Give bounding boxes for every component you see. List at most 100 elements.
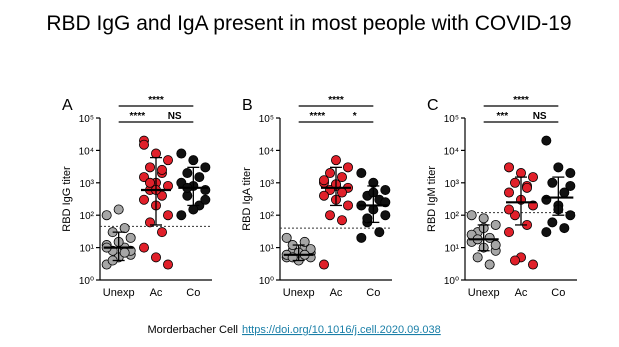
x-tick-label: Co [186, 287, 200, 299]
data-point [138, 172, 149, 183]
data-point [522, 182, 533, 193]
data-point [138, 194, 149, 205]
data-point [318, 190, 329, 201]
data-point [503, 187, 514, 198]
data-point [188, 155, 199, 166]
citation-link[interactable]: https://doi.org/10.1016/j.cell.2020.09.0… [242, 324, 441, 336]
panel-label: B [242, 97, 253, 114]
significance-label: *** [496, 111, 508, 122]
data-point [484, 259, 495, 270]
data-point [528, 259, 539, 270]
data-point [156, 190, 167, 201]
data-point [138, 139, 149, 150]
data-point [541, 135, 552, 146]
data-point [162, 155, 173, 166]
data-point [150, 148, 161, 159]
y-tick-label: 10³ [445, 179, 460, 190]
data-point [330, 155, 341, 166]
x-tick-label: Ac [150, 287, 163, 299]
data-point [176, 210, 187, 221]
data-point [565, 210, 576, 221]
data-point [299, 236, 310, 247]
data-point [318, 259, 329, 270]
y-tick-label: 10⁵ [259, 114, 274, 125]
data-point [362, 213, 373, 224]
data-point [144, 177, 155, 188]
data-point [565, 180, 576, 191]
data-point [162, 210, 173, 221]
data-point [336, 172, 347, 183]
data-point [478, 213, 489, 224]
significance-label: * [353, 111, 357, 122]
data-point [356, 168, 367, 179]
data-point [490, 219, 501, 230]
data-point [156, 227, 167, 238]
significance-label: NS [168, 111, 182, 122]
y-tick-label: 10² [80, 211, 95, 222]
significance-label: **** [328, 95, 344, 106]
panel-label: A [62, 97, 73, 114]
y-tick-label: 10⁰ [79, 276, 94, 287]
data-point [150, 252, 161, 263]
y-tick-label: 10⁰ [444, 276, 459, 287]
data-point [503, 227, 514, 238]
data-point [503, 204, 514, 215]
y-tick-label: 10⁵ [444, 114, 459, 125]
y-tick-label: 10³ [260, 179, 275, 190]
y-tick-label: 10¹ [445, 244, 460, 255]
data-point [541, 227, 552, 238]
data-point [324, 168, 335, 179]
data-point [466, 210, 477, 221]
data-point [324, 210, 335, 221]
data-point [125, 232, 136, 243]
data-point [156, 164, 167, 175]
data-point [516, 168, 527, 179]
slide-title: RBD IgG and IgA present in most people w… [46, 12, 571, 35]
data-point [281, 232, 292, 243]
data-point [162, 259, 173, 270]
data-point [144, 162, 155, 173]
significance-label: **** [148, 95, 164, 106]
x-tick-label: Ac [330, 287, 343, 299]
data-point [490, 240, 501, 251]
x-tick-label: Unexp [468, 287, 500, 299]
y-axis-label: RBD IgG titer [61, 166, 73, 232]
y-tick-label: 10³ [80, 179, 95, 190]
data-point [342, 200, 353, 211]
data-point [374, 227, 385, 238]
significance-label: NS [533, 111, 547, 122]
data-point [101, 210, 112, 221]
y-tick-label: 10¹ [80, 244, 95, 255]
y-axis-label: RBD IgM titer [426, 166, 438, 232]
y-tick-label: 10⁴ [444, 146, 459, 157]
x-tick-label: Unexp [103, 287, 135, 299]
data-point [559, 223, 570, 234]
data-point [119, 247, 130, 258]
data-point [509, 255, 520, 266]
data-point [176, 148, 187, 159]
citation: Morderbacher Cell [148, 324, 238, 336]
data-point [138, 242, 149, 253]
x-tick-label: Ac [515, 287, 528, 299]
data-point [119, 223, 130, 234]
y-tick-label: 10⁵ [79, 114, 94, 125]
data-point [188, 204, 199, 215]
panel-label: C [427, 97, 439, 114]
x-tick-label: Co [366, 287, 380, 299]
y-tick-label: 10¹ [260, 244, 275, 255]
data-point [472, 252, 483, 263]
data-point [144, 217, 155, 228]
data-point [503, 162, 514, 173]
data-point [182, 168, 193, 179]
data-point [194, 172, 205, 183]
data-point [547, 217, 558, 228]
y-axis-label: RBD IgA titer [241, 167, 253, 231]
significance-label: **** [310, 111, 326, 122]
data-point [305, 244, 316, 255]
x-tick-label: Unexp [283, 287, 315, 299]
x-tick-label: Co [551, 287, 565, 299]
data-point [200, 194, 211, 205]
y-tick-label: 10² [260, 211, 275, 222]
